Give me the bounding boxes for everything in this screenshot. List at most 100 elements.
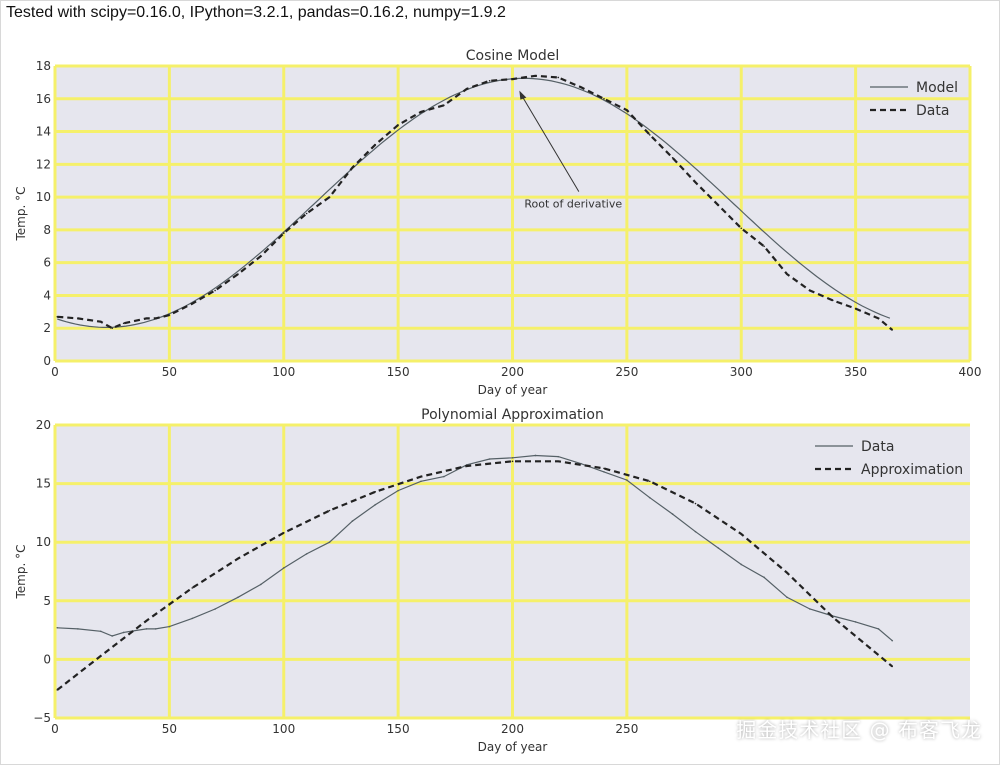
data-point [511, 78, 514, 80]
data-point [145, 628, 148, 630]
data-point [328, 541, 331, 543]
data-point [891, 329, 894, 331]
data-point [557, 76, 560, 79]
data-point [122, 322, 125, 325]
data-point [831, 616, 834, 619]
data-point [763, 245, 765, 248]
data-point [99, 320, 102, 323]
data-point [626, 479, 628, 481]
annotation-label: Root of derivative [524, 198, 622, 211]
watermark: 掘金技术社区 @ 布客飞龙 [736, 718, 982, 742]
x-axis-label: Day of year [478, 383, 548, 397]
data-point [809, 289, 811, 292]
data-point [557, 455, 560, 458]
data-point [420, 480, 422, 483]
chart-title: Polynomial Approximation [421, 407, 604, 423]
chart-panel-1: 0 50 100 150 200 250 300 350 400 0 2 4 6 8 10 12 14 16 18 C… [14, 48, 981, 397]
y-tick-label: 5 [43, 594, 51, 608]
y-tick-label: −5 [33, 711, 51, 725]
data-point [374, 143, 377, 146]
data-point [237, 557, 239, 560]
data-point [809, 608, 811, 610]
data-point [420, 475, 422, 478]
data-point [580, 86, 582, 89]
x-tick-label: 100 [272, 722, 295, 736]
data-point [56, 315, 59, 318]
data-point [111, 635, 113, 637]
data-point [603, 97, 605, 100]
data-point [111, 327, 113, 330]
data-point [603, 471, 605, 473]
data-point [717, 204, 720, 207]
data-point [465, 465, 468, 467]
data-point [191, 587, 194, 589]
legend-label: Data [861, 439, 894, 455]
x-tick-label: 400 [959, 365, 982, 379]
data-point [191, 617, 194, 620]
data-point [99, 655, 102, 657]
x-axis-label: Day of year [478, 740, 548, 754]
chart-title: Cosine Model [466, 48, 560, 64]
data-point [99, 630, 102, 633]
x-tick-label: 250 [615, 365, 638, 379]
data-point [877, 317, 880, 320]
data-point [420, 111, 422, 113]
data-point [786, 596, 788, 599]
data-point [603, 467, 605, 470]
data-point [168, 314, 171, 316]
data-point [122, 631, 125, 634]
y-tick-label: 6 [43, 256, 51, 270]
data-point [374, 503, 377, 506]
data-point [154, 317, 157, 320]
data-point [282, 232, 285, 234]
data-point [191, 302, 194, 305]
data-point [443, 475, 445, 478]
series-line-data [57, 74, 893, 331]
data-point [488, 79, 491, 82]
y-tick-label: 12 [36, 157, 51, 171]
data-point [305, 553, 308, 555]
data-point [786, 273, 788, 275]
y-tick-label: 8 [43, 223, 51, 237]
data-point [145, 619, 148, 622]
data-point [831, 299, 834, 302]
data-point [214, 608, 216, 610]
data-point [740, 533, 743, 535]
data-point [56, 626, 59, 629]
data-point [77, 317, 79, 320]
data-point [648, 496, 651, 499]
data-point [77, 628, 79, 630]
data-point [282, 567, 285, 569]
data-point [557, 460, 560, 463]
data-point [648, 480, 651, 483]
data-point [854, 621, 857, 623]
data-point [282, 532, 285, 534]
x-tick-label: 300 [730, 365, 753, 379]
data-point [694, 502, 697, 505]
y-tick-label: 20 [36, 418, 51, 432]
data-point [626, 109, 628, 112]
series-line-data [57, 454, 893, 642]
data-point [740, 563, 743, 566]
data-point [328, 509, 331, 512]
y-axis-label: Temp. °C [14, 187, 28, 242]
x-tick-label: 50 [162, 365, 177, 379]
y-tick-label: 4 [43, 288, 51, 302]
legend-label: Approximation [861, 462, 963, 478]
y-tick-label: 10 [36, 190, 51, 204]
data-point [260, 583, 262, 586]
y-tick-label: 10 [36, 535, 51, 549]
data-point [488, 458, 491, 460]
data-point [351, 520, 354, 522]
data-point [214, 289, 216, 292]
y-tick-label: 18 [36, 59, 51, 73]
y-tick-label: 2 [43, 321, 51, 335]
x-tick-label: 100 [272, 365, 295, 379]
x-tick-label: 0 [51, 722, 59, 736]
data-point [694, 181, 697, 184]
data-point [671, 513, 674, 515]
data-point [786, 571, 788, 574]
data-point [465, 88, 468, 90]
x-tick-label: 200 [501, 365, 524, 379]
